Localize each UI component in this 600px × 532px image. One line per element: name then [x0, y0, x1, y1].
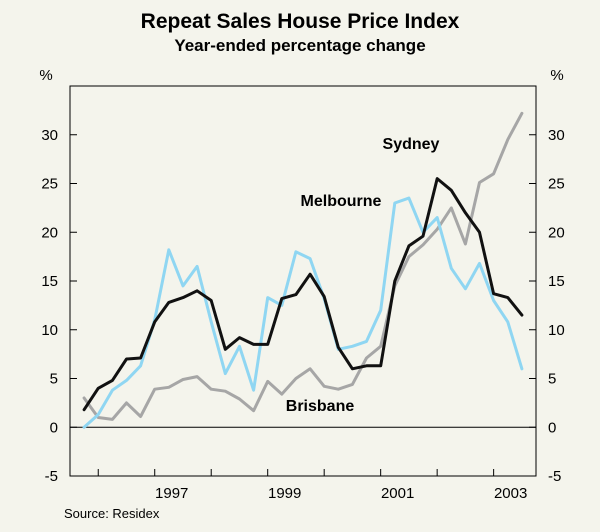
series-line-brisbane	[82, 111, 524, 421]
y-tick-label-right: 15	[548, 273, 565, 290]
y-tick-label-right: -5	[548, 468, 561, 485]
y-tick-label-left: 15	[41, 273, 58, 290]
series-label-melbourne: Melbourne	[301, 193, 382, 210]
y-axis-unit-left: %	[39, 67, 52, 84]
y-tick-label-right: 0	[548, 419, 556, 436]
y-tick-label-left: 5	[50, 371, 58, 388]
chart-subtitle: Year-ended percentage change	[174, 36, 425, 55]
x-tick-label: 1999	[268, 485, 301, 502]
series-line-sydney	[82, 177, 524, 412]
y-axis-ticks: -5 -5 0 0 5 5 10 10 15 15 20 20 25 25 30 30	[41, 127, 564, 485]
y-tick-label-left: 0	[50, 419, 58, 436]
y-axis-unit-right: %	[550, 67, 563, 84]
x-tick-label: 2001	[381, 485, 414, 502]
y-tick-label-left: 10	[41, 322, 58, 339]
y-tick-label-right: 10	[548, 322, 565, 339]
series-lines	[82, 111, 524, 429]
x-tick-label: 2003	[494, 485, 527, 502]
source-note: Source: Residex	[64, 506, 160, 521]
y-tick-label-right: 25	[548, 176, 565, 193]
chart-title: Repeat Sales House Price Index	[141, 10, 460, 33]
x-axis-ticks: 1997 1999 2001 2003	[97, 469, 527, 502]
y-tick-label-left: 25	[41, 176, 58, 193]
x-tick-label: 1997	[155, 485, 188, 502]
series-label-sydney: Sydney	[383, 136, 440, 153]
y-tick-label-left: 20	[41, 224, 58, 241]
y-tick-label-right: 20	[548, 224, 565, 241]
y-tick-label-right: 30	[548, 127, 565, 144]
y-tick-label-left: -5	[45, 468, 58, 485]
y-tick-label-right: 5	[548, 371, 556, 388]
series-line-melbourne	[82, 196, 524, 429]
series-label-brisbane: Brisbane	[286, 398, 355, 415]
y-tick-label-left: 30	[41, 127, 58, 144]
